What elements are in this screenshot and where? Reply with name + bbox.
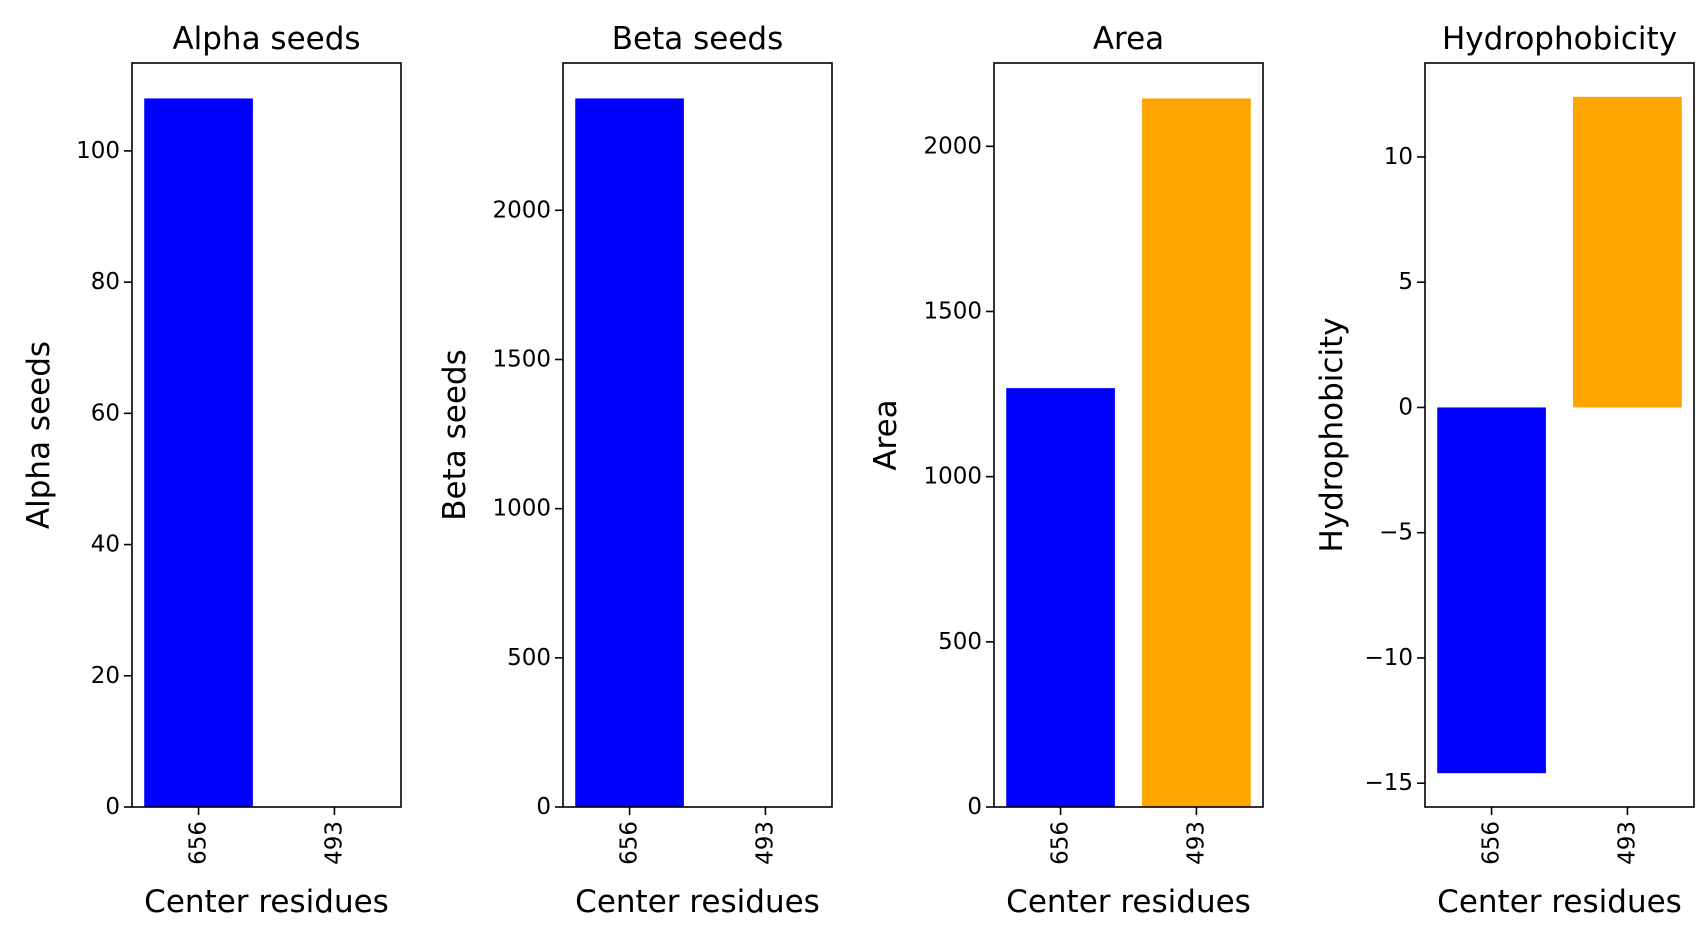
chart-title: Hydrophobicity [1442, 21, 1677, 57]
chart-panel-2: 0 500 1000 1500 2000 656 493 Beta seeds Center r… [437, 21, 833, 920]
y-tick-label: −10 [1364, 645, 1413, 671]
chart-panel-4: −15 −10 −5 0 5 10 656 493 Hydrophobicity Center r… [1314, 21, 1695, 920]
y-axis-label: Beta seeds [437, 349, 473, 520]
y-tick-label: 10 [1384, 144, 1413, 170]
y-axis-label: Area [868, 399, 904, 470]
y-tick-label: 5 [1398, 269, 1413, 295]
y-tick-label: −15 [1364, 770, 1413, 796]
x-tick-label: 656 [617, 821, 643, 865]
y-tick-label: 100 [76, 138, 120, 164]
bar-656 [1437, 407, 1546, 774]
bar-656 [144, 98, 253, 807]
y-tick-label: 0 [967, 794, 982, 820]
axes-frame [993, 62, 1264, 808]
x-tick-label: 493 [321, 821, 347, 865]
x-tick-label: 656 [1048, 821, 1074, 865]
y-tick-label: 1500 [923, 298, 982, 324]
chart-panel-3: 0 500 1000 1500 2000 656 493 Area Center residue… [868, 21, 1264, 920]
y-tick-label: 40 [91, 532, 120, 558]
y-tick-label: −5 [1379, 520, 1413, 546]
x-tick-label: 493 [1183, 821, 1209, 865]
x-tick-label: 656 [1479, 821, 1505, 865]
x-axis-label: Center residues [575, 884, 820, 920]
bar-656 [1006, 388, 1115, 807]
y-tick-label: 0 [105, 794, 120, 820]
x-tick-label: 493 [752, 821, 778, 865]
y-tick-label: 1000 [923, 464, 982, 490]
y-tick-label: 500 [507, 645, 551, 671]
chart-title: Beta seeds [612, 21, 783, 57]
y-tick-label: 1000 [492, 496, 551, 522]
bar-493 [1573, 96, 1682, 408]
axes-frame [131, 62, 402, 808]
x-axis-label: Center residues [144, 884, 389, 920]
y-tick-label: 2000 [923, 133, 982, 159]
y-tick-label: 0 [1398, 394, 1413, 420]
y-axis-label: Hydrophobicity [1314, 317, 1350, 552]
x-tick-label: 656 [186, 821, 212, 865]
y-tick-label: 60 [91, 400, 120, 426]
y-tick-label: 20 [91, 663, 120, 689]
y-tick-label: 80 [91, 269, 120, 295]
y-tick-label: 0 [536, 794, 551, 820]
y-tick-label: 2000 [492, 197, 551, 223]
chart-panel-1: 0 20 40 60 80 100 656 493 Alpha seeds Center resi… [21, 21, 402, 920]
y-axis-label: Alpha seeds [21, 341, 57, 529]
y-tick-label: 1500 [492, 346, 551, 372]
x-axis-label: Center residues [1006, 884, 1251, 920]
x-axis-label: Center residues [1437, 884, 1682, 920]
bar-493 [1142, 98, 1251, 807]
axes-frame [562, 62, 833, 808]
x-tick-label: 493 [1614, 821, 1640, 865]
y-tick-label: 500 [938, 629, 982, 655]
bar-656 [575, 98, 684, 807]
chart-title: Alpha seeds [172, 21, 360, 57]
chart-title: Area [1093, 21, 1164, 57]
axes-frame [1424, 62, 1695, 808]
